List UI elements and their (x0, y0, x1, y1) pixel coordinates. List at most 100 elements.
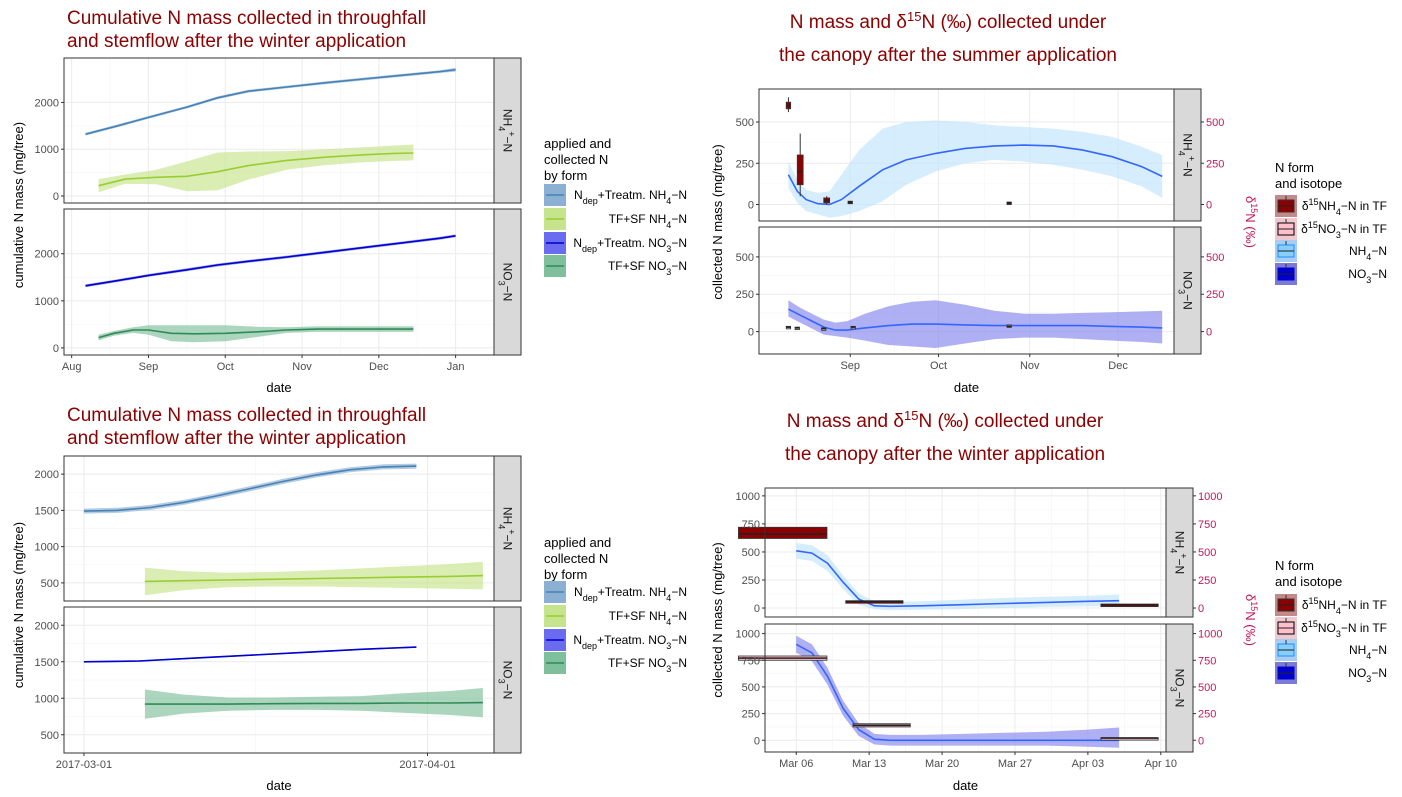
x-tick-label: 2017-04-01 (399, 759, 455, 771)
y-tick-label: 500 (41, 578, 59, 590)
y2-tick-label: 750 (1198, 655, 1216, 667)
x-axis-label: date (954, 380, 979, 395)
legend-item: TF+SF NH4−N (544, 208, 687, 230)
y-axis-label: cumulative N mass (mg/tree) (11, 122, 26, 288)
legend-label: δ15NH4−N in TF (1302, 197, 1387, 217)
series-ribbon (788, 300, 1163, 348)
series-line (795, 643, 1120, 742)
chart-title-line: N mass and δ15N (‰) collected under (790, 9, 1107, 34)
series-line (85, 235, 456, 287)
x-tick-label: Oct (217, 361, 234, 373)
x-tick-label: Aug (62, 361, 82, 373)
y2-tick-label: 500 (1206, 252, 1224, 264)
y2-tick-label: 0 (1206, 327, 1212, 339)
y2-tick-label: 500 (1206, 117, 1224, 129)
series-line (85, 68, 456, 135)
y-tick-label: 1000 (35, 144, 59, 156)
y-tick-label: 500 (736, 252, 754, 264)
facet-strip (1165, 487, 1194, 618)
y-tick-label: 2000 (35, 620, 59, 632)
x-tick-label: Dec (369, 361, 389, 373)
chart-title-line: Cumulative N mass collected in throughfa… (67, 8, 426, 29)
facet-strip-label: NH4+−N (1177, 133, 1197, 176)
x-tick-label: Mar 13 (852, 758, 886, 770)
legend-label: Ndep+Treatm. NO3−N (573, 236, 687, 254)
x-tick-label: Apr 03 (1072, 758, 1104, 770)
isotope-box (738, 526, 828, 539)
facet-strip (493, 57, 522, 204)
x-tick-label: Apr 10 (1145, 758, 1177, 770)
chart-title-line: the canopy after the summer application (779, 45, 1117, 66)
series-line (787, 144, 1163, 206)
y2-tick-label: 0 (1198, 603, 1204, 615)
gridlines (765, 488, 1166, 617)
x-tick-label: Nov (1020, 360, 1040, 372)
legend-title: collected N (544, 152, 608, 167)
legend-label: Ndep+Treatm. NO3−N (573, 633, 687, 651)
facet-strip (493, 606, 522, 754)
chart-title-line: and stemflow after the winter applicatio… (67, 428, 406, 449)
y-tick-label: 1000 (35, 542, 59, 554)
legend-title: by form (544, 567, 587, 582)
y2-tick-label: 250 (1206, 158, 1224, 170)
y-tick-label: 0 (53, 191, 59, 203)
y-tick-label: 250 (736, 289, 754, 301)
legend-item: Ndep+Treatm. NO3−N (544, 232, 687, 254)
facet-strip-label: NH4+−N (497, 109, 517, 152)
facet-strip (493, 455, 522, 602)
series-line (144, 574, 483, 583)
y-tick-label: 2000 (35, 469, 59, 481)
y-tick-label: 2000 (35, 97, 59, 109)
isotope-box (796, 154, 804, 186)
chart-title-line: the canopy after the winter application (785, 444, 1105, 465)
panel-no3: NO3−N 0 1000 2000 Aug Sep Oct Nov Dec Jan (35, 208, 522, 373)
legend-item: δ15NH4−N in TF (1275, 594, 1387, 616)
legend-label: δ15NH4−N in TF (1302, 596, 1387, 616)
legend-item: TF+SF NO3−N (544, 255, 687, 277)
x-axis-label: date (266, 778, 291, 793)
series-line (796, 550, 1120, 608)
chart-title-line: Cumulative N mass collected in throughfa… (67, 405, 426, 426)
y-tick-label: 2000 (35, 249, 59, 261)
panel-no3: NO3−N 500 1000 1500 2000 2017-03-01 2017-04-01 (35, 606, 522, 771)
series-line (98, 152, 414, 187)
legend-label: NH4−N (1349, 643, 1387, 661)
legend-label: NO3−N (1348, 666, 1387, 684)
x-axis-label: date (953, 778, 978, 793)
y-tick-label: 1000 (35, 693, 59, 705)
chart-br: N mass and δ15N (‰) collected under the c… (710, 408, 1387, 794)
y-tick-label: 750 (742, 519, 760, 531)
legend-title: N form (1275, 160, 1314, 175)
y-tick-label: 1000 (736, 629, 760, 641)
legend-item: Ndep+Treatm. NO3−N (544, 629, 687, 651)
x-tick-label: Oct (930, 360, 947, 372)
y-tick-label: 1000 (35, 296, 59, 308)
y-tick-label: 0 (53, 343, 59, 355)
chart-tr: N mass and δ15N (‰) collected under the c… (710, 9, 1387, 396)
legend-item: Ndep+Treatm. NH4−N (544, 581, 687, 603)
legend-label: NH4−N (1349, 244, 1387, 262)
legend-item: TF+SF NO3−N (544, 652, 687, 674)
y2-tick-label: 750 (1198, 519, 1216, 531)
series-line (83, 465, 417, 512)
y2-tick-label: 500 (1198, 682, 1216, 694)
chart-title-line: N mass and δ15N (‰) collected under (787, 408, 1104, 433)
y-tick-label: 500 (736, 117, 754, 129)
y-tick-label: 250 (736, 158, 754, 170)
facet-strip-label: NH4+−N (497, 507, 517, 550)
series-ribbon (796, 543, 1120, 611)
legend-item: δ15NO3−N in TF (1275, 617, 1387, 639)
legend-item: NH4−N (1275, 639, 1387, 661)
y-tick-label: 500 (742, 682, 760, 694)
y-tick-label: 1000 (736, 491, 760, 503)
legend-item: TF+SF NH4−N (544, 605, 687, 627)
y2-axis-label: δ15N (‰) (1243, 594, 1259, 646)
facet-strip-label: NH4+−N (1169, 531, 1189, 574)
x-tick-label: Sep (840, 360, 860, 372)
series-line (98, 328, 414, 339)
panel-nh4: NH4+−N 0 1000 2000 (35, 57, 522, 204)
